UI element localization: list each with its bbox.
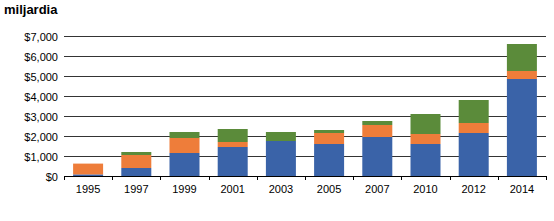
y-tick-label: $5,000 xyxy=(24,71,58,83)
grid-line xyxy=(64,76,546,77)
y-tick-label: $7,000 xyxy=(24,31,58,43)
x-tick-label: 2014 xyxy=(510,183,534,195)
bar-segment xyxy=(218,129,248,142)
bar-segment xyxy=(507,71,537,79)
x-tick-label: 1999 xyxy=(172,183,196,195)
bar-segment xyxy=(411,114,441,134)
x-tick-label: 2005 xyxy=(317,183,341,195)
grid-line xyxy=(64,36,546,37)
x-tick-label: 2001 xyxy=(220,183,244,195)
bar-segment xyxy=(218,142,248,147)
chart: miljardia $0 $1,000 $2,000 $3,000 $4,000 $5,00… xyxy=(0,0,554,221)
bar-segment xyxy=(121,155,151,168)
x-tick xyxy=(112,176,113,180)
bar-segment xyxy=(507,79,537,176)
y-tick-label: $1,000 xyxy=(24,151,58,163)
x-tick-label: 2003 xyxy=(269,183,293,195)
bar-segment xyxy=(459,133,489,176)
y-tick-label: $3,000 xyxy=(24,111,58,123)
bar-segment xyxy=(266,132,296,141)
x-tick xyxy=(160,176,161,180)
x-tick xyxy=(209,176,210,180)
grid xyxy=(64,37,546,177)
bars xyxy=(73,44,537,176)
bar-segment xyxy=(218,147,248,176)
bar-segment xyxy=(362,121,392,125)
bar-segment xyxy=(314,144,344,176)
x-tick xyxy=(498,176,499,180)
bar-segment xyxy=(362,137,392,176)
x-tick-label: 1997 xyxy=(124,183,148,195)
x-tick-label: 2012 xyxy=(461,183,485,195)
y-tick-label: $2,000 xyxy=(24,131,58,143)
bar-segment xyxy=(170,132,200,138)
title: miljardia xyxy=(4,2,58,17)
y-tick-label: $6,000 xyxy=(24,51,58,63)
x-tick-label: 2010 xyxy=(413,183,437,195)
grid-line xyxy=(64,56,546,57)
bar-segment xyxy=(314,130,344,133)
bar-segment xyxy=(73,174,103,176)
x-tick xyxy=(257,176,258,180)
bar-segment xyxy=(266,141,296,176)
x-tick xyxy=(305,176,306,180)
bar-segment xyxy=(121,168,151,176)
bar-segment xyxy=(362,125,392,137)
grid-line xyxy=(64,96,546,97)
x-tick xyxy=(64,176,65,180)
bar-segment xyxy=(459,100,489,123)
bar-segment xyxy=(314,133,344,144)
x-tick xyxy=(546,176,547,180)
bar-segment xyxy=(170,138,200,153)
bar-segment xyxy=(411,134,441,144)
bar-segment xyxy=(459,123,489,133)
bar-segment xyxy=(73,163,103,164)
bar-segment xyxy=(507,44,537,71)
y-tick-label: $0 xyxy=(46,171,58,183)
x-tick xyxy=(450,176,451,180)
bar-segment xyxy=(121,152,151,155)
x-tick xyxy=(401,176,402,180)
bar-segment xyxy=(73,164,103,175)
x-tick-label: 2007 xyxy=(365,183,389,195)
bar-segment xyxy=(411,144,441,176)
bar-segment xyxy=(170,153,200,176)
x-tick xyxy=(353,176,354,180)
chart-container: miljardia $0 $1,000 $2,000 $3,000 $4,000 $5,00… xyxy=(0,0,554,221)
x-tick-label: 1995 xyxy=(76,183,100,195)
y-tick-label: $4,000 xyxy=(24,91,58,103)
